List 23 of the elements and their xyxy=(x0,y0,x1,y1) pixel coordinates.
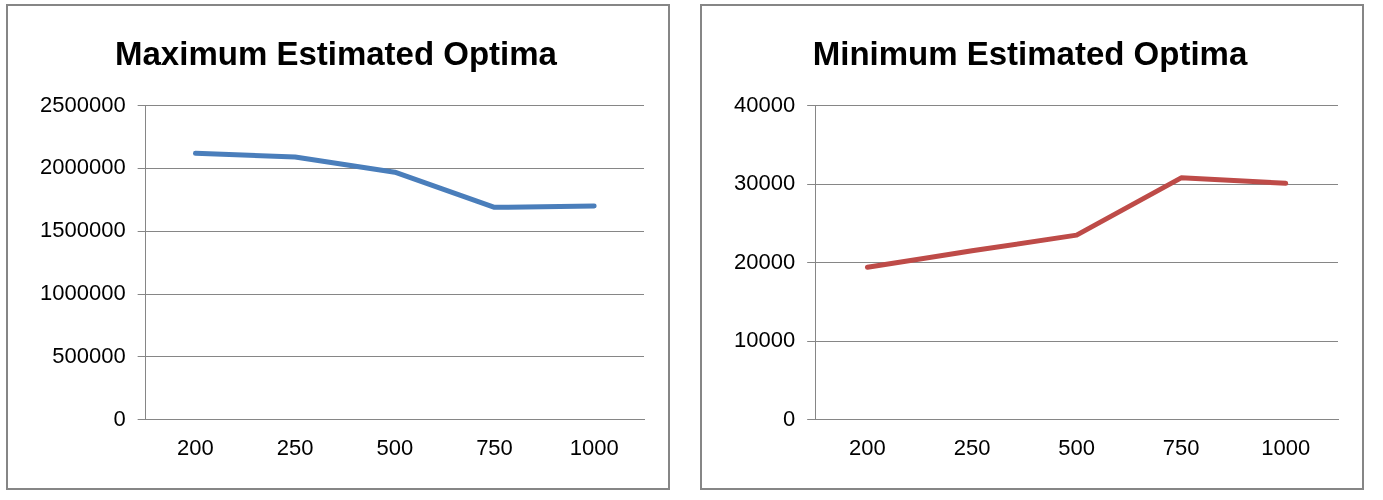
y-tick-label: 20000 xyxy=(733,248,796,274)
x-tick-label: 200 xyxy=(849,434,886,460)
y-tick-label: 1000000 xyxy=(39,280,126,306)
chart-title: Maximum Estimated Optima xyxy=(115,34,558,72)
x-tick-label: 1000 xyxy=(569,434,619,460)
y-tick-label: 2000000 xyxy=(39,154,126,180)
x-tick-label: 750 xyxy=(1162,434,1200,460)
chart-title: Minimum Estimated Optima xyxy=(812,34,1248,72)
x-tick-label: 200 xyxy=(177,434,214,460)
x-tick-label: 1000 xyxy=(1261,434,1311,460)
y-tick-label: 0 xyxy=(113,405,126,431)
x-tick-label: 500 xyxy=(376,434,414,460)
x-tick-label: 250 xyxy=(953,434,991,460)
y-tick-label: 1500000 xyxy=(39,217,126,243)
x-tick-label: 750 xyxy=(476,434,513,460)
x-tick-label: 500 xyxy=(1058,434,1095,460)
y-tick-label: 30000 xyxy=(733,170,796,196)
x-tick-label: 250 xyxy=(276,434,314,460)
y-tick-label: 40000 xyxy=(733,91,796,117)
y-tick-label: 0 xyxy=(782,405,796,431)
y-tick-label: 500000 xyxy=(52,342,126,368)
y-tick-label: 2500000 xyxy=(39,91,126,117)
y-tick-label: 10000 xyxy=(733,327,796,353)
